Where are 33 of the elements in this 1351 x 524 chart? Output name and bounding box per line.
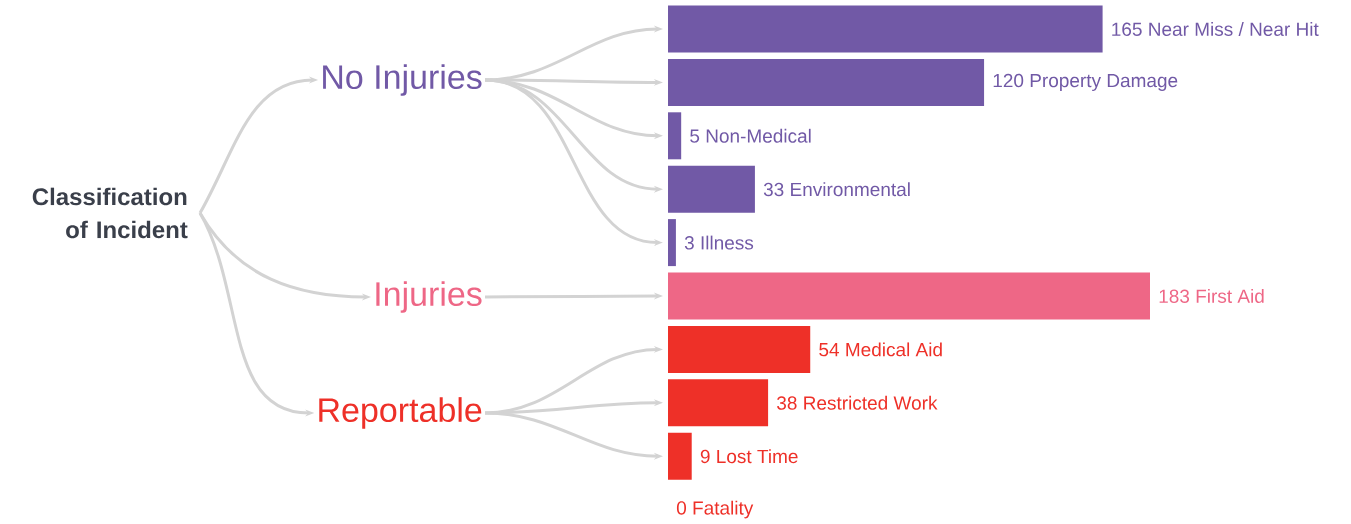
bar <box>668 5 1103 53</box>
data-label: 5 <box>690 129 700 143</box>
text: Reportable <box>319 397 482 429</box>
y-tick-label: Medical Aid <box>846 342 942 357</box>
text: Classification of Incident <box>32 187 188 239</box>
data-label: 183 <box>1159 289 1190 303</box>
bar <box>668 219 676 267</box>
y-tick-label: Restricted Work <box>804 395 938 410</box>
data-label: 38 <box>777 396 797 410</box>
y-tick-label: Illness <box>701 235 754 250</box>
y-tick-label: Non-Medical <box>706 128 811 143</box>
data-label: 54 <box>819 343 840 357</box>
bar <box>668 432 692 480</box>
y-tick-label: Environmental <box>791 182 910 197</box>
y-tick-label: Fatality <box>693 500 754 519</box>
bar <box>668 165 755 213</box>
bar <box>668 58 985 106</box>
bar <box>668 272 1150 320</box>
bar <box>668 379 769 427</box>
text: No Injuries <box>323 64 482 96</box>
y-tick-label: Property Damage <box>1030 74 1178 91</box>
y-tick-label: Lost Time <box>717 449 798 464</box>
bar <box>668 325 811 373</box>
data-label: 9 <box>700 449 710 464</box>
text: Injuries <box>376 281 482 313</box>
data-label: 0 <box>676 501 687 515</box>
bar <box>668 112 682 160</box>
data-label: 165 <box>1112 22 1142 36</box>
data-label: 3 <box>684 236 694 250</box>
data-label: 120 <box>993 73 1024 88</box>
y-tick-label: Near Miss / Near Hit <box>1149 22 1319 36</box>
data-label: 33 <box>763 182 784 197</box>
y-tick-label: First Aid <box>1196 289 1264 303</box>
